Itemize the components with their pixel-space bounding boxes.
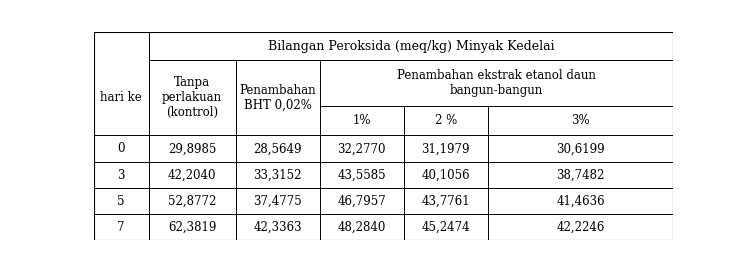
Text: 43,7761: 43,7761 [421,195,470,208]
Text: 38,7482: 38,7482 [557,169,604,182]
Text: 42,2246: 42,2246 [557,221,604,234]
Text: hari ke: hari ke [100,91,142,104]
Text: 45,2474: 45,2474 [421,221,470,234]
Text: 42,3363: 42,3363 [254,221,302,234]
Text: 0: 0 [117,142,125,155]
Text: 40,1056: 40,1056 [421,169,470,182]
Text: 37,4775: 37,4775 [253,195,302,208]
Text: 32,2770: 32,2770 [337,142,386,155]
Text: 46,7957: 46,7957 [337,195,386,208]
Text: 1%: 1% [352,114,371,127]
Text: Tanpa
perlakuan
(kontrol): Tanpa perlakuan (kontrol) [162,76,222,119]
Text: 62,3819: 62,3819 [168,221,216,234]
Text: 3%: 3% [571,114,589,127]
Text: 5: 5 [117,195,125,208]
Text: 29,8985: 29,8985 [168,142,216,155]
Text: 43,5585: 43,5585 [337,169,386,182]
Text: 33,3152: 33,3152 [254,169,301,182]
Text: 48,2840: 48,2840 [337,221,386,234]
Text: 7: 7 [117,221,125,234]
Text: 28,5649: 28,5649 [254,142,301,155]
Text: 2 %: 2 % [435,114,457,127]
Text: 42,2040: 42,2040 [168,169,216,182]
Text: 41,4636: 41,4636 [556,195,605,208]
Text: Penambahan ekstrak etanol daun
bangun-bangun: Penambahan ekstrak etanol daun bangun-ba… [397,69,596,97]
Text: 3: 3 [117,169,125,182]
Text: 30,6199: 30,6199 [556,142,605,155]
Text: Bilangan Peroksida (meq/kg) Minyak Kedelai: Bilangan Peroksida (meq/kg) Minyak Kedel… [268,40,554,53]
Text: 31,1979: 31,1979 [421,142,470,155]
Text: Penambahan
BHT 0,02%: Penambahan BHT 0,02% [239,84,316,112]
Text: 52,8772: 52,8772 [168,195,216,208]
